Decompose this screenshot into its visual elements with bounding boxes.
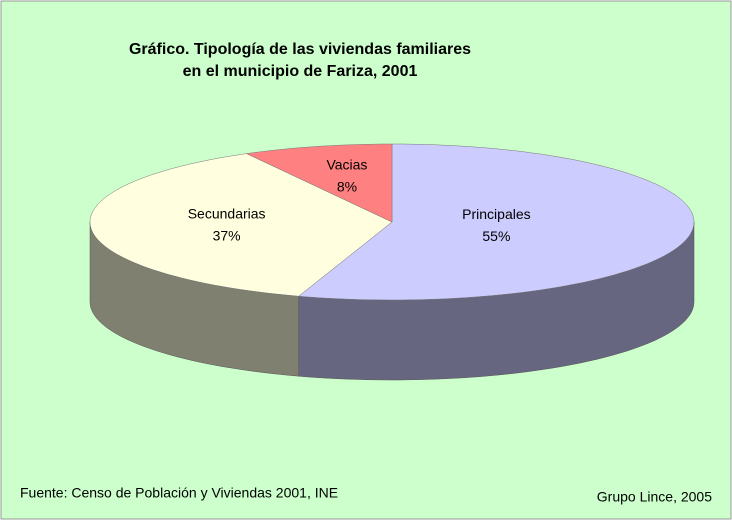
slice-label: Secundarias xyxy=(188,206,266,222)
slice-value-label: 37% xyxy=(213,228,241,244)
slice-value-label: 8% xyxy=(337,178,357,194)
slice xyxy=(298,143,695,301)
slice xyxy=(89,153,393,297)
chart-title: Gráfico. Tipología de las viviendas fami… xyxy=(129,41,471,58)
slice-value-label: 55% xyxy=(482,228,510,244)
slice-label: Principales xyxy=(462,206,530,222)
chart-title: en el municipio de Fariza, 2001 xyxy=(183,63,418,80)
slice xyxy=(245,143,393,223)
slice-label: Vacias xyxy=(326,156,367,172)
source-note: Fuente: Censo de Población y Viviendas 2… xyxy=(20,485,338,501)
credit-note: Grupo Lince, 2005 xyxy=(597,489,712,505)
